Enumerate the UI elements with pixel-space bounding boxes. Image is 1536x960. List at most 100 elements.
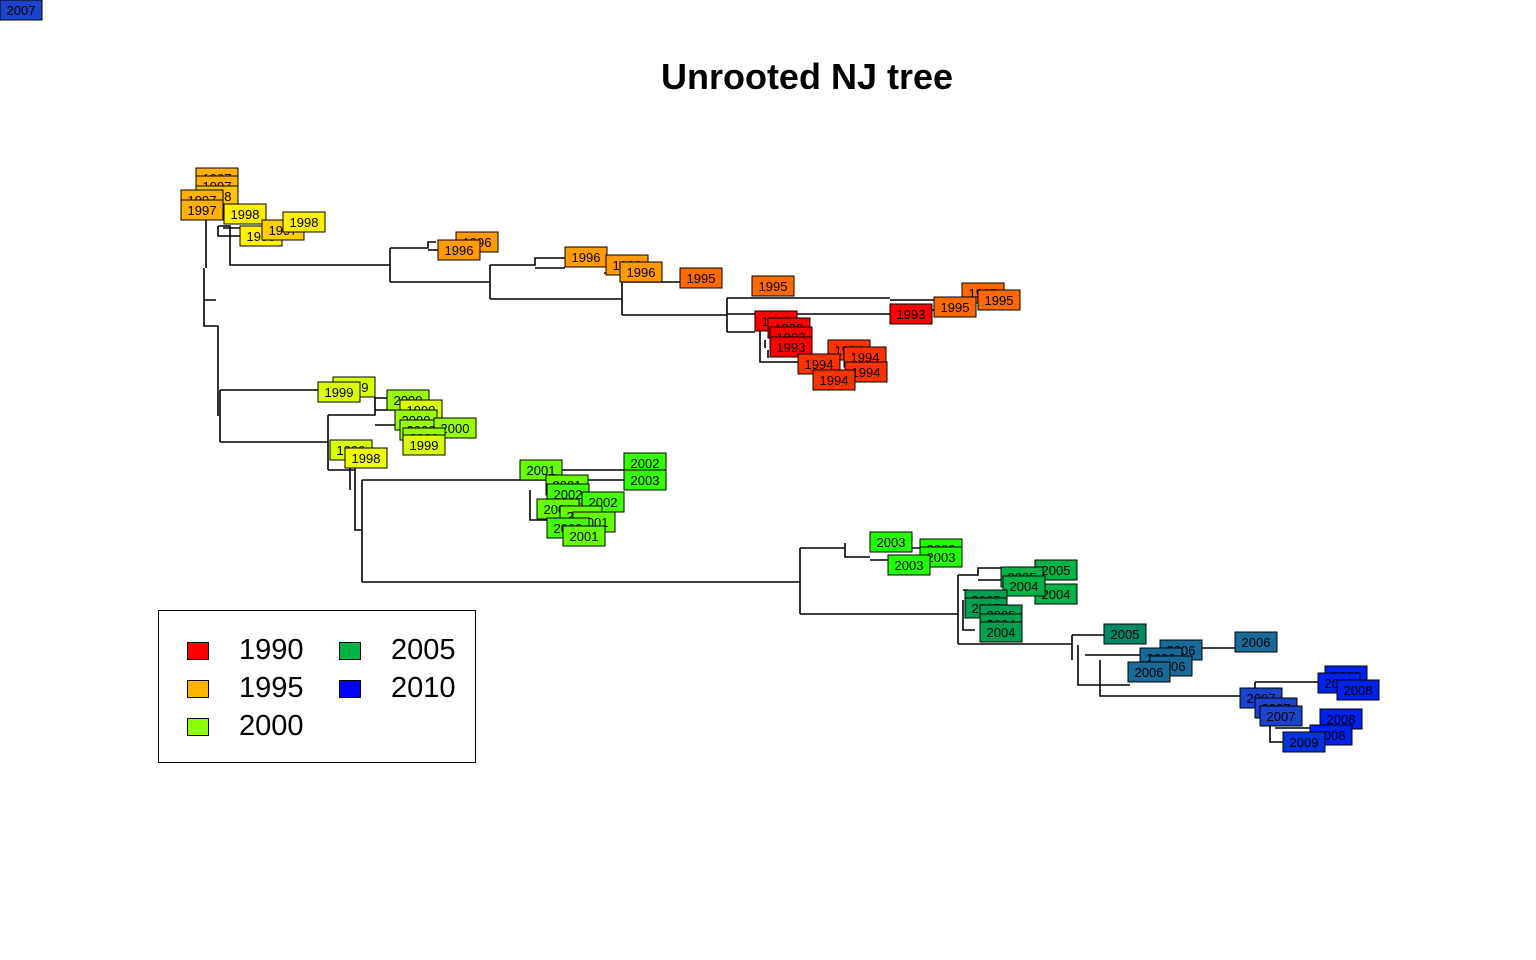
- tip-label: 2003: [887, 554, 931, 576]
- tip-box: [1002, 575, 1046, 597]
- tip-year: 2003: [927, 550, 956, 565]
- tree-edge: [489, 257, 622, 300]
- tip-label: 1995: [977, 289, 1021, 311]
- tip-year: 2004: [987, 625, 1016, 640]
- tip-label: 2006: [1127, 661, 1171, 683]
- tip-year: 1995: [759, 279, 788, 294]
- tip-year: 2000: [441, 421, 470, 436]
- tip-label: 1998: [223, 203, 267, 225]
- tip-box: [180, 199, 224, 221]
- tree-edge: [957, 567, 1002, 644]
- tip-label: 2005: [1103, 623, 1147, 645]
- tip-year: 1996: [572, 250, 601, 265]
- tip-year: 2001: [570, 529, 599, 544]
- tree-edge: [362, 469, 624, 521]
- tip-label: 2009: [1282, 731, 1326, 753]
- tip-year: 1996: [627, 265, 656, 280]
- tip-label: 1999: [317, 381, 361, 403]
- tip-year: 1998: [231, 207, 260, 222]
- tip-box: [0, 0, 43, 21]
- tip-box: [317, 381, 361, 403]
- tip-box: [1282, 731, 1326, 753]
- tip-year: 2004: [1010, 579, 1039, 594]
- tip-year: 2002: [631, 456, 660, 471]
- tip-label: 1995: [933, 296, 977, 318]
- tip-label: 2002: [623, 452, 667, 474]
- tip-year: 1999: [325, 385, 354, 400]
- tip-year: 2007: [1267, 709, 1296, 724]
- tip-box: [1336, 679, 1380, 701]
- tip-box: [812, 369, 856, 391]
- legend-swatch: [339, 642, 361, 660]
- tip-label: 2006: [1234, 631, 1278, 653]
- tip-box: [933, 296, 977, 318]
- tip-label: 1996: [619, 261, 663, 283]
- tip-label: 1993: [769, 336, 813, 358]
- tip-label: 1994: [797, 353, 841, 375]
- tip-year: 2007: [7, 3, 36, 18]
- tree-edge: [203, 268, 219, 416]
- tip-box: [1234, 631, 1278, 653]
- tip-year: 2001: [527, 463, 556, 478]
- tip-year: 1995: [687, 271, 716, 286]
- tip-year: 1998: [352, 451, 381, 466]
- tip-box: [869, 531, 913, 553]
- tip-year: 1998: [290, 215, 319, 230]
- legend-swatch: [187, 642, 209, 660]
- legend: 1990 1995 2000 2005 2010: [158, 610, 476, 763]
- tip-label: 1995: [751, 275, 795, 297]
- plot-title: Unrooted NJ tree: [660, 56, 954, 97]
- tree-edge: [349, 452, 363, 582]
- tip-label: 1998: [344, 447, 388, 469]
- tip-box: [1103, 623, 1147, 645]
- tip-year: 2003: [895, 558, 924, 573]
- tip-box: [751, 275, 795, 297]
- tip-year: 2003: [877, 535, 906, 550]
- tip-box: [977, 289, 1021, 311]
- tip-box: [889, 303, 933, 325]
- tip-year: 2003: [631, 473, 660, 488]
- tip-box: [623, 469, 667, 491]
- legend-label: 1995: [239, 672, 304, 704]
- tip-year: 2005: [1042, 563, 1071, 578]
- tip-box: [619, 261, 663, 283]
- tree-edge: [217, 225, 390, 266]
- tip-label: 1996: [437, 239, 481, 261]
- tip-label: 2007: [0, 0, 43, 21]
- tip-label: 2008: [1336, 679, 1380, 701]
- tip-box: [769, 336, 813, 358]
- legend-label: 2000: [239, 710, 304, 742]
- tip-box: [344, 447, 388, 469]
- tip-year: 2008: [1327, 712, 1356, 727]
- tree-edge: [362, 543, 958, 615]
- tip-year: 1994: [820, 373, 849, 388]
- tree-edge: [389, 241, 490, 283]
- tip-label: 2007: [1259, 705, 1303, 727]
- tip-box: [437, 239, 481, 261]
- tip-year: 2006: [1242, 635, 1271, 650]
- tip-year: 1999: [410, 438, 439, 453]
- tip-year: 2008: [1344, 683, 1373, 698]
- legend-swatch: [339, 680, 361, 698]
- tip-year: 1994: [805, 357, 834, 372]
- tip-year: 1997: [188, 203, 217, 218]
- tip-box: [1259, 705, 1303, 727]
- legend-swatch: [187, 680, 209, 698]
- tree-edge: [958, 634, 1140, 686]
- tip-box: [979, 621, 1023, 643]
- tip-label: 1997: [180, 199, 224, 221]
- tip-label: 2004: [979, 621, 1023, 643]
- tip-year: 1994: [851, 350, 880, 365]
- tree-edge: [759, 330, 830, 363]
- tip-label: 1996: [564, 246, 608, 268]
- tip-box: [223, 203, 267, 225]
- tip-label: 2004: [1002, 575, 1046, 597]
- legend-label: 2010: [391, 672, 456, 704]
- tip-year: 1995: [941, 300, 970, 315]
- tip-label: 1995: [679, 267, 723, 289]
- legend-swatch: [187, 718, 209, 736]
- tip-box: [402, 434, 446, 456]
- tip-label: 2003: [623, 469, 667, 491]
- tip-year: 1993: [777, 340, 806, 355]
